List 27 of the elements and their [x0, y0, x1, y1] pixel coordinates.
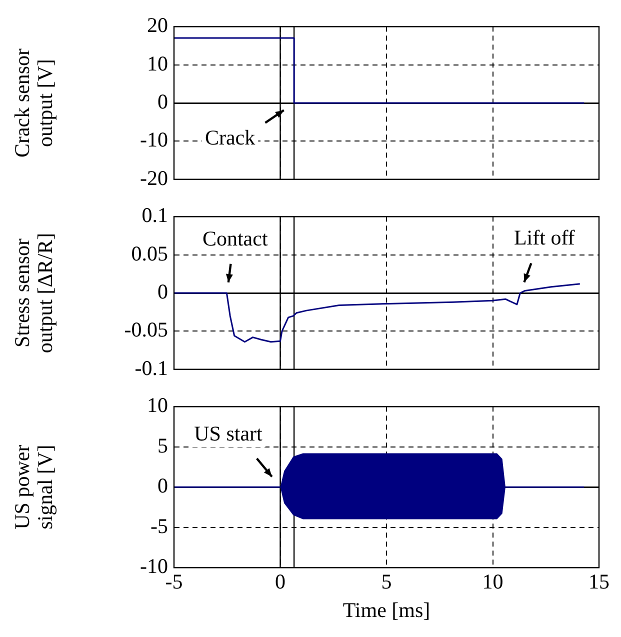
x-tick-label: 0 [275, 570, 286, 594]
y-tick-label: -20 [140, 166, 168, 190]
x-tick-label: 5 [381, 570, 392, 594]
annotation: Contact [202, 226, 268, 251]
y-tick-label: -0.1 [134, 356, 168, 380]
y-tick-label: 0.1 [142, 203, 168, 228]
y-tick-label: 0 [158, 474, 168, 498]
y-tick-label: 5 [158, 433, 168, 458]
annotation: US start [194, 422, 263, 446]
y-axis-title: US power signal [V] [10, 444, 58, 530]
y-tick-label: 0 [158, 280, 168, 304]
y-tick-label: -10 [140, 554, 168, 578]
y-tick-label: 10 [147, 393, 168, 418]
y-axis-title: Stress sensor output [ΔR/R] [10, 232, 58, 354]
y-tick-label: -0.05 [124, 318, 168, 342]
y-axis-title: Crack sensor output [V] [10, 48, 58, 158]
x-tick-label: 10 [482, 570, 504, 594]
y-tick-label: 0 [158, 90, 168, 114]
annotation: Lift off [514, 226, 575, 250]
y-tick-label: 10 [147, 51, 168, 76]
annotation: Crack [204, 126, 256, 150]
y-tick-label: 20 [147, 13, 168, 38]
x-axis-title: Time [ms] [342, 598, 430, 622]
y-tick-label: -5 [150, 514, 168, 538]
y-tick-label: -10 [140, 128, 168, 152]
x-tick-label: 15 [588, 570, 610, 594]
y-tick-label: 0.05 [131, 241, 168, 266]
